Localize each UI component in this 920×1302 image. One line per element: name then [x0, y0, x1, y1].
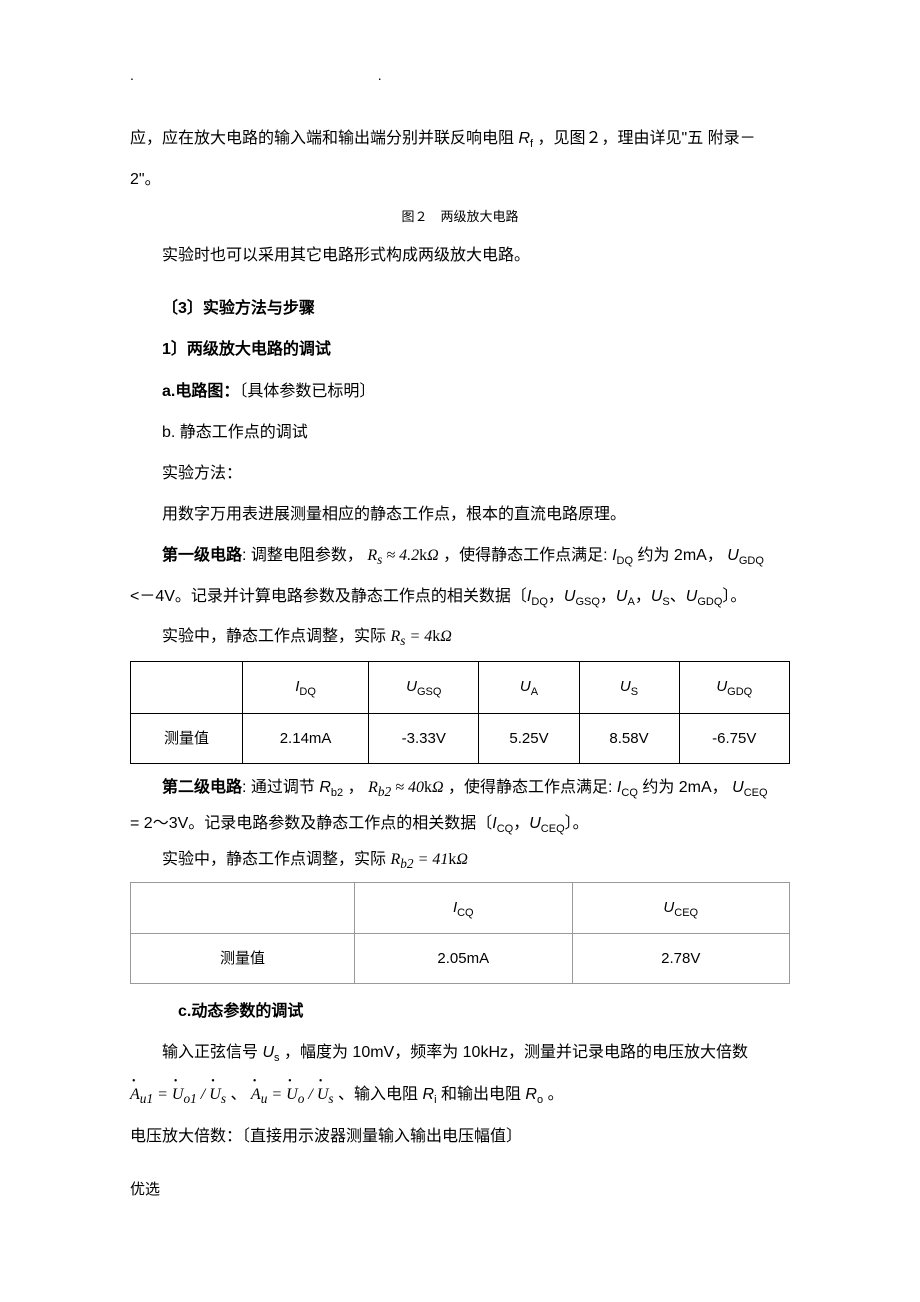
var-us: U — [262, 1044, 274, 1061]
paragraph-2: 实验时也可以采用其它电路形式构成两级放大电路。 — [130, 238, 790, 273]
section-b: b. 静态工作点的调试 — [130, 415, 790, 450]
var-ugdq: U — [727, 547, 739, 564]
var-rf-sub: f — [530, 138, 533, 150]
var-us-sub: s — [274, 1053, 280, 1065]
eq-rb2: Rb2 = 41kΩ — [390, 851, 467, 868]
var-uceq-sub: CEQ — [744, 787, 768, 799]
var-ri-sub: i — [434, 1094, 436, 1106]
var-icq-sub: CQ — [621, 787, 638, 799]
text: : 调整电阻参数， — [242, 547, 363, 564]
table-1-v4: -6.75V — [679, 713, 789, 763]
method-desc: 用数字万用表进展测量相应的静态工作点，根本的直流电路原理。 — [130, 497, 790, 532]
table-1-v2: 5.25V — [479, 713, 579, 763]
table-1-v1: -3.33V — [369, 713, 479, 763]
var-ro-sub: o — [537, 1094, 543, 1106]
text: ，幅度为 10mV，频率为 10kHz，测量并记录电路的电压放大倍数 — [284, 1044, 748, 1061]
text: ，见图２，理由详见"五 附录－ — [538, 130, 756, 147]
stage1-adjust: 实验中，静态工作点调整，实际 Rs = 4kΩ — [130, 619, 790, 656]
eq-rs: Rs = 4kΩ — [390, 628, 451, 645]
text: 〔具体参数已标明〕 — [239, 383, 375, 400]
var-ri: R — [423, 1086, 435, 1103]
table-1-h5: UGDQ — [679, 662, 789, 713]
var-ro: R — [525, 1086, 537, 1103]
text: 约为 2mA， — [642, 779, 727, 796]
footer-text: 优选 — [130, 1174, 790, 1207]
text: 。 — [548, 1086, 564, 1103]
var-rb2-sub: b2 — [331, 787, 343, 799]
section-3-heading: 〔3〕实验方法与步骤 — [130, 291, 790, 326]
text: 〕。 — [722, 588, 746, 605]
stage2-label: 第二级电路 — [162, 779, 242, 796]
dynamic-line1: 输入正弦信号 Us ，幅度为 10mV，频率为 10kHz，测量并记录电路的电压… — [130, 1035, 790, 1070]
table-2-row-label: 测量值 — [131, 934, 355, 984]
table-1-h4: US — [579, 662, 679, 713]
table-1-h2: UGSQ — [369, 662, 479, 713]
var-rf: R — [518, 130, 530, 147]
gain-line: 电压放大倍数：〔直接用示波器测量输入输出电压幅值〕 — [130, 1119, 790, 1154]
text: 约为 2mA， — [637, 547, 722, 564]
text: 、 — [230, 1086, 250, 1103]
stage1-label: 第一级电路 — [162, 547, 242, 564]
stage2-line2: = 2～3V。记录电路参数及静态工作点的相关数据〔ICQ，UCEQ〕。 — [130, 810, 790, 840]
table-1-row-label: 测量值 — [131, 713, 243, 763]
table-2-h1: ICQ — [355, 882, 572, 933]
label-a: a.电路图： — [162, 383, 239, 400]
dynamic-eq-line: Au1 = Uo1 / Us 、 Au = Uo / Us 、输入电阻 Ri 和… — [130, 1077, 790, 1114]
table-2-h0 — [131, 882, 355, 933]
paragraph-1: 应，应在放大电路的输入端和输出端分别并联反响电阻 Rf ，见图２，理由详见"五 … — [130, 121, 790, 156]
header-dots: . . — [130, 60, 790, 91]
var-rs: Rs ≈ 4.2kΩ — [367, 547, 438, 564]
var-ugdq-sub: GDQ — [739, 555, 764, 567]
text: 、输入电阻 — [338, 1086, 422, 1103]
section-3-1-heading: 1〕两级放大电路的调试 — [130, 332, 790, 367]
var-idq-sub: DQ — [617, 555, 634, 567]
text: 〕。 — [565, 815, 589, 832]
paragraph-1b: 2"。 — [130, 162, 790, 197]
stage1-line1: 第一级电路: 调整电阻参数， Rs ≈ 4.2kΩ ，使得静态工作点满足: ID… — [130, 538, 790, 575]
eq-au1: Au1 = Uo1 / Us — [130, 1086, 226, 1103]
document-page: . . 应，应在放大电路的输入端和输出端分别并联反响电阻 Rf ，见图２，理由详… — [0, 0, 920, 1247]
table-1-header-row: IDQ UGSQ UA US UGDQ — [131, 662, 790, 713]
stage2-line1: 第二级电路: 通过调节 Rb2 ， Rb2 ≈ 40kΩ ，使得静态工作点满足:… — [130, 774, 790, 804]
method-label: 实验方法： — [130, 456, 790, 491]
text: : 通过调节 — [242, 779, 319, 796]
text: ， — [348, 779, 364, 796]
stage2-adjust: 实验中，静态工作点调整，实际 Rb2 = 41kΩ — [130, 846, 790, 876]
table-1-h1: IDQ — [243, 662, 369, 713]
table-2-h2: UCEQ — [572, 882, 789, 933]
text: <－4V。记录并计算电路参数及静态工作点的相关数据〔 — [130, 588, 527, 605]
text: 和输出电阻 — [441, 1086, 525, 1103]
eq-au: Au = Uo / Us — [251, 1086, 334, 1103]
section-c: c.动态参数的调试 — [130, 994, 790, 1029]
stage1-line2: <－4V。记录并计算电路参数及静态工作点的相关数据〔IDQ，UGSQ，UA，US… — [130, 581, 790, 613]
eq-rb2-approx: Rb2 ≈ 40kΩ — [368, 779, 443, 796]
table-2-v0: 2.05mA — [355, 934, 572, 984]
text: 应，应在放大电路的输入端和输出端分别并联反响电阻 — [130, 130, 518, 147]
table-1-v0: 2.14mA — [243, 713, 369, 763]
table-1: IDQ UGSQ UA US UGDQ 测量值 2.14mA -3.33V 5.… — [130, 661, 790, 763]
text: ，使得静态工作点满足: — [443, 547, 612, 564]
figure-2-caption: 图２ 两级放大电路 — [130, 203, 790, 232]
table-2: ICQ UCEQ 测量值 2.05mA 2.78V — [130, 882, 790, 984]
table-2-header-row: ICQ UCEQ — [131, 882, 790, 933]
table-1-h3: UA — [479, 662, 579, 713]
text: 输入正弦信号 — [162, 1044, 262, 1061]
text: IDQ，UGSQ，UA，US、UGDQ — [527, 588, 722, 605]
table-2-data-row: 测量值 2.05mA 2.78V — [131, 934, 790, 984]
table-1-v3: 8.58V — [579, 713, 679, 763]
table-1-h0 — [131, 662, 243, 713]
text: ，使得静态工作点满足: — [448, 779, 617, 796]
text: = 2～3V。记录电路参数及静态工作点的相关数据〔 — [130, 815, 492, 832]
text: 实验中，静态工作点调整，实际 — [162, 851, 386, 868]
section-a: a.电路图：〔具体参数已标明〕 — [130, 374, 790, 409]
var-uceq: U — [732, 779, 744, 796]
table-2-v1: 2.78V — [572, 934, 789, 984]
table-1-data-row: 测量值 2.14mA -3.33V 5.25V 8.58V -6.75V — [131, 713, 790, 763]
text: 实验中，静态工作点调整，实际 — [162, 628, 386, 645]
text: ICQ，UCEQ — [492, 815, 564, 832]
var-rb2: R — [319, 779, 331, 796]
